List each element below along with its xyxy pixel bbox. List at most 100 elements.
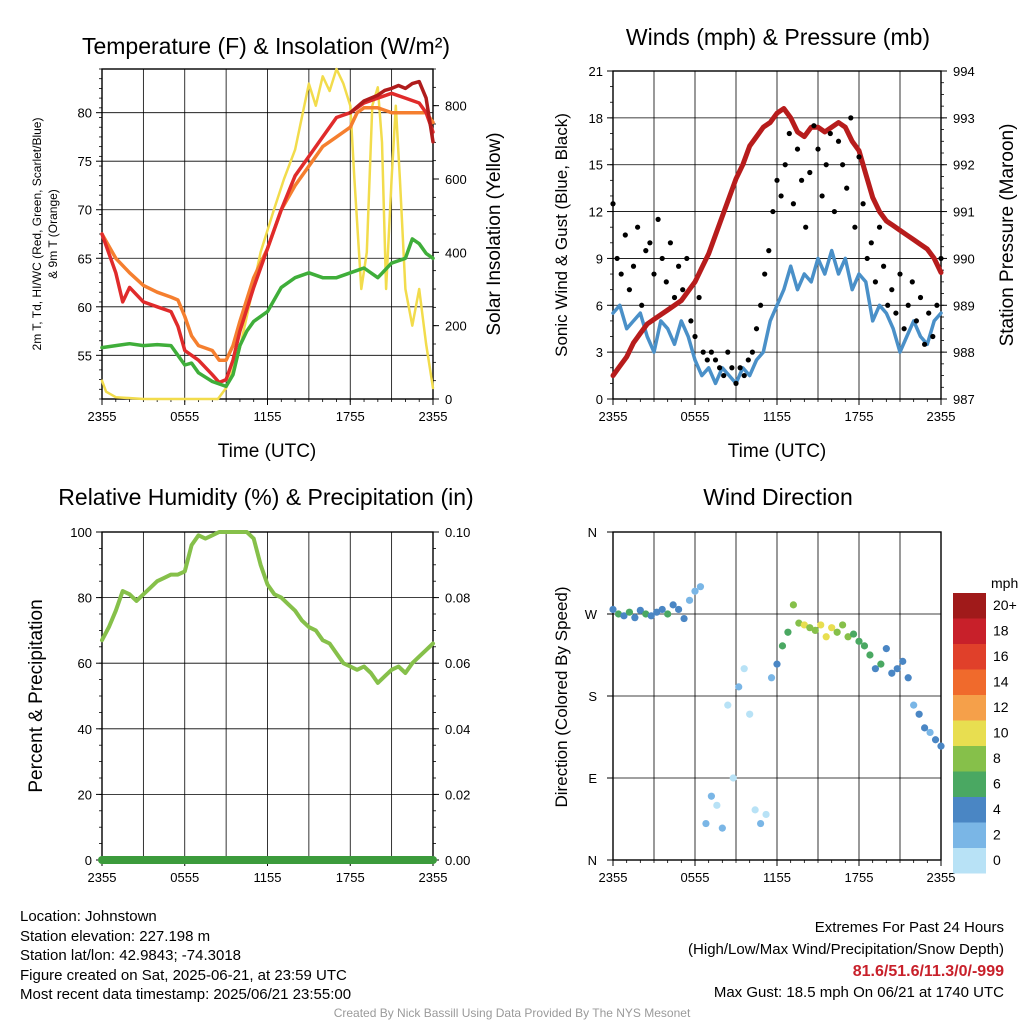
gust-point <box>688 318 694 324</box>
legend-label: 16 <box>993 648 1009 664</box>
gust-point <box>614 255 620 262</box>
extremes-block: Extremes For Past 24 Hours (High/Low/Max… <box>688 917 1004 1003</box>
y-axis-label-line1: 2m T, Td, HI/WC (Red, Green, Scarlet/Blu… <box>30 118 44 351</box>
y-tick-label: W <box>585 607 598 622</box>
direction-point <box>789 601 798 609</box>
gust-point <box>667 240 674 246</box>
y2-tick-label: 991 <box>953 205 975 220</box>
gust-point <box>610 201 616 207</box>
gust-point <box>774 177 780 183</box>
direction-point <box>702 819 710 828</box>
gust-point <box>913 318 920 324</box>
legend-label: 4 <box>993 801 1001 817</box>
location-text: Location: Johnstown <box>20 908 157 925</box>
extremes-title: Extremes For Past 24 Hours <box>814 919 1004 936</box>
sonic-wind-line <box>611 248 943 386</box>
gust-point <box>684 255 690 262</box>
gust-point <box>647 240 653 246</box>
direction-point <box>675 605 683 614</box>
direction-point <box>822 633 830 641</box>
legend-swatch <box>953 771 986 797</box>
gust-point <box>741 372 747 379</box>
gust-point <box>803 224 809 230</box>
chart-title: Temperature (F) & Insolation (W/m²) <box>82 33 450 59</box>
y2-tick-label: 400 <box>445 245 467 260</box>
y-tick-label: 0 <box>85 853 92 868</box>
direction-point <box>899 657 907 665</box>
gust-point <box>729 365 735 371</box>
gust-point <box>885 302 891 308</box>
gust-point <box>827 130 833 137</box>
gust-point <box>676 263 682 269</box>
y2-tick-label: 600 <box>445 172 467 187</box>
gust-point <box>749 349 756 355</box>
direction-point <box>800 621 808 629</box>
gust-point <box>889 287 895 293</box>
gust-point <box>712 357 719 363</box>
direction-point <box>866 651 874 659</box>
gust-point <box>762 271 768 277</box>
insolation-line <box>100 67 435 401</box>
direction-point <box>773 660 781 668</box>
gust-point <box>893 310 899 316</box>
y-tick-label: 55 <box>78 348 92 363</box>
x-tick-label: 1155 <box>254 409 282 424</box>
legend-label: 8 <box>993 750 1001 766</box>
gust-point <box>856 154 862 160</box>
legend-title: mph <box>991 575 1018 591</box>
y-tick-label: 20 <box>78 787 92 802</box>
direction-point <box>740 665 748 673</box>
max-gust-text: Max Gust: 18.5 mph On 06/21 at 1740 UTC <box>713 984 1004 1001</box>
y-tick-label: 75 <box>78 154 92 169</box>
y2-tick-label: 989 <box>953 298 975 313</box>
direction-point <box>609 605 617 614</box>
direction-point <box>680 614 688 623</box>
y-tick-label: 40 <box>78 722 92 737</box>
y-axis-label: Direction (Colored By Speed) <box>552 586 571 807</box>
direction-point <box>811 626 819 635</box>
legend-swatch <box>953 848 986 874</box>
legend-swatch <box>953 822 986 848</box>
gust-point <box>868 240 874 246</box>
y2-tick-label: 200 <box>445 319 467 334</box>
gust-point <box>708 349 715 355</box>
pressure-line <box>610 106 944 379</box>
direction-points <box>609 583 945 832</box>
temp-9m-line <box>100 106 435 362</box>
y2-tick-label: 987 <box>953 392 975 407</box>
temp-2m-line <box>100 91 435 385</box>
direction-point <box>625 608 634 616</box>
y-tick-label: 6 <box>596 298 603 313</box>
gust-point <box>692 333 698 340</box>
gust-point <box>922 341 928 347</box>
x-tick-label: 1155 <box>254 870 282 885</box>
gust-point <box>799 177 805 183</box>
direction-point <box>636 606 644 614</box>
gust-point <box>930 333 936 340</box>
x-tick-label: 1755 <box>845 409 874 424</box>
legend-swatch <box>953 618 986 644</box>
x-axis-label: Time (UTC) <box>728 441 827 462</box>
direction-point <box>751 806 759 814</box>
gust-point <box>848 115 854 121</box>
direction-point <box>746 710 754 718</box>
gust-point <box>770 208 776 215</box>
direction-point <box>915 710 923 718</box>
gust-point <box>909 279 915 285</box>
legend-label: 0 <box>993 852 1001 868</box>
chart-title: Winds (mph) & Pressure (mb) <box>626 24 930 50</box>
y-tick-label: 9 <box>596 251 603 266</box>
direction-point <box>795 619 803 627</box>
direction-point <box>707 792 716 800</box>
legend-label: 10 <box>993 725 1009 741</box>
gust-point <box>794 146 801 152</box>
direction-point <box>664 610 672 618</box>
direction-point <box>784 628 792 636</box>
y-tick-label: E <box>588 771 597 786</box>
direction-point <box>614 610 623 618</box>
direction-point <box>685 596 694 604</box>
direction-point <box>767 674 776 682</box>
direction-point <box>910 701 918 709</box>
direction-point <box>937 742 945 750</box>
y2-tick-label: 993 <box>953 111 975 126</box>
